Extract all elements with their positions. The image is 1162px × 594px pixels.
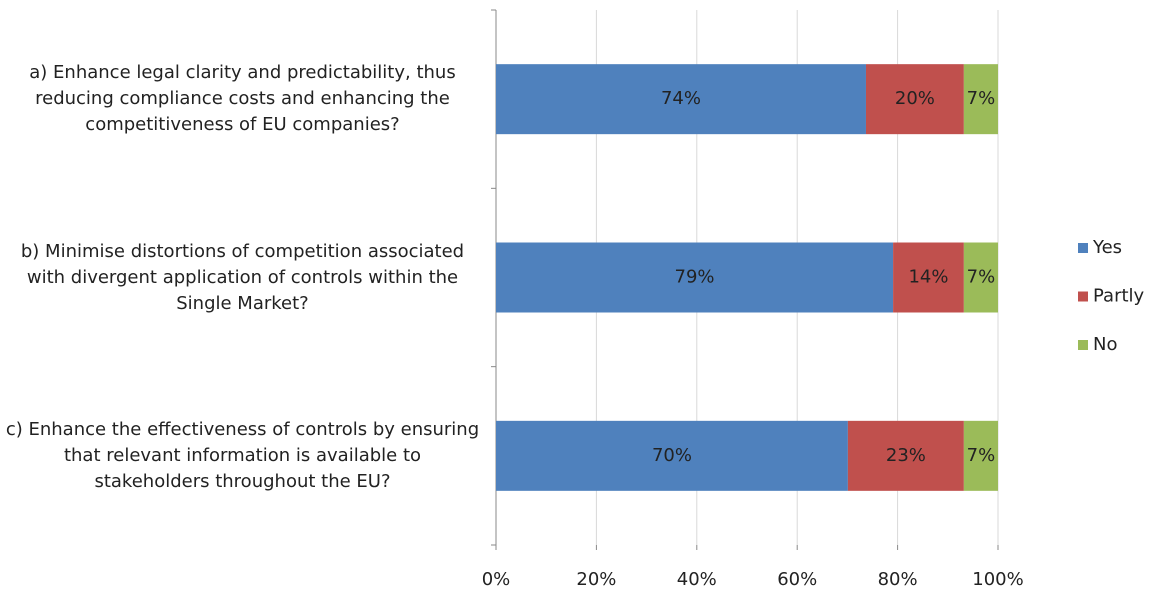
- data-label: 20%: [895, 88, 935, 109]
- bar-segment: [496, 420, 848, 491]
- legend-label: Partly: [1093, 286, 1145, 307]
- bar-segment: [847, 420, 964, 491]
- bar-segment: [496, 242, 894, 313]
- bar-segment: [865, 64, 964, 135]
- data-label: 7%: [967, 267, 996, 288]
- legend-swatch: [1078, 340, 1088, 350]
- legend-label: Yes: [1092, 237, 1122, 258]
- legend-label: No: [1093, 334, 1117, 355]
- legend-swatch: [1078, 243, 1088, 253]
- data-label: 74%: [661, 88, 701, 109]
- bar-segment: [963, 242, 998, 313]
- data-label: 14%: [908, 267, 948, 288]
- category-label: c) Enhance the effectiveness of controls…: [5, 418, 480, 492]
- bar-segment: [496, 64, 866, 135]
- x-tick-label: 60%: [777, 569, 817, 590]
- x-tick-label: 40%: [677, 569, 717, 590]
- x-tick-label: 80%: [878, 569, 918, 590]
- data-label: 79%: [675, 267, 715, 288]
- x-tick-label: 100%: [972, 569, 1023, 590]
- bar-segment: [963, 64, 998, 135]
- data-label: 70%: [652, 445, 692, 466]
- bar-segment: [963, 420, 998, 491]
- data-label: 7%: [967, 88, 996, 109]
- data-label: 23%: [886, 445, 926, 466]
- x-tick-label: 0%: [482, 569, 511, 590]
- bar-segment: [893, 242, 964, 313]
- legend-swatch: [1078, 291, 1088, 302]
- x-tick-label: 20%: [576, 569, 616, 590]
- category-label: b) Minimise distortions of competition a…: [20, 240, 465, 314]
- category-label: a) Enhance legal clarity and predictabil…: [29, 62, 456, 136]
- data-label: 7%: [967, 445, 996, 466]
